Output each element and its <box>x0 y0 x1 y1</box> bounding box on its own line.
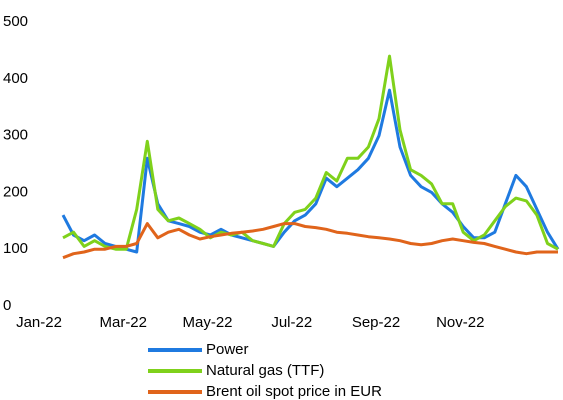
series-line <box>62 222 558 260</box>
y-tick-label: 0 <box>3 297 11 314</box>
series-line <box>61 88 560 254</box>
y-tick-label: 200 <box>3 183 28 200</box>
x-tick-label: Sep-22 <box>352 314 400 331</box>
legend-label: Brent oil spot price in EUR <box>206 383 382 400</box>
x-tick-label: May-22 <box>182 314 232 331</box>
y-tick-label: 400 <box>3 70 28 87</box>
x-tick-label: Mar-22 <box>99 314 147 331</box>
series-line <box>62 54 559 251</box>
y-tick-label: 500 <box>3 13 28 30</box>
x-tick-label: Jul-22 <box>271 314 312 331</box>
x-tick-label: Nov-22 <box>436 314 484 331</box>
y-tick-label: 300 <box>3 127 28 144</box>
x-tick-label: Jan-22 <box>16 314 62 331</box>
legend-label: Power <box>206 341 249 358</box>
legend-label: Natural gas (TTF) <box>206 362 324 379</box>
y-tick-label: 100 <box>3 240 28 257</box>
